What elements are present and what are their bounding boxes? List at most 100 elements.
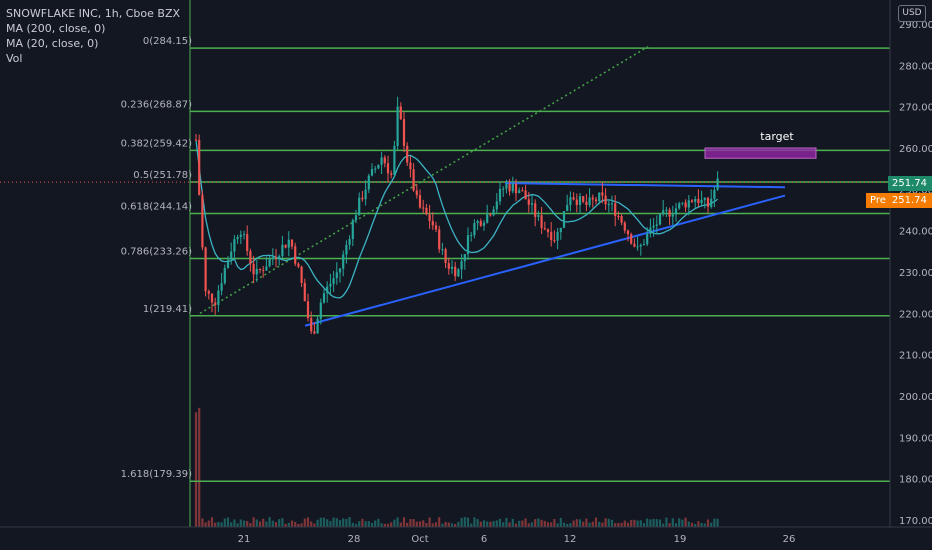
volume-bar — [607, 518, 610, 527]
last-price-label: 251.74 — [888, 176, 932, 191]
candle-body — [390, 173, 393, 175]
volume-bar — [495, 520, 498, 527]
volume-bar — [431, 523, 434, 527]
candle-body — [230, 251, 233, 260]
candle-body — [242, 234, 246, 236]
candle-body — [258, 268, 262, 270]
candle-body — [332, 278, 335, 284]
fib-level-label: 1(219.41) — [143, 304, 192, 315]
support-trendline — [304, 194, 786, 327]
candle-body — [546, 229, 550, 233]
candle-body — [674, 208, 678, 215]
volume-bar — [438, 517, 441, 527]
x-tick-label: 21 — [238, 534, 251, 545]
candle-body — [351, 220, 354, 240]
candle-body — [345, 244, 348, 255]
volume-bar — [303, 518, 306, 527]
volume-bar — [566, 523, 569, 527]
candle-body — [514, 183, 518, 194]
volume-bar — [706, 519, 710, 527]
volume-bar — [214, 522, 217, 527]
volume-bar — [194, 412, 198, 527]
volume-bar — [396, 517, 399, 527]
candle-body — [396, 106, 399, 146]
currency-button[interactable]: USD — [898, 5, 926, 22]
volume-bar — [252, 517, 255, 527]
candle-body — [310, 318, 313, 332]
volume-bar — [361, 518, 364, 527]
target-zone: target — [704, 130, 817, 159]
x-tick-label: 12 — [564, 534, 577, 545]
volume-bar — [489, 521, 492, 527]
volume-bar — [441, 523, 444, 527]
volume-bar — [246, 520, 249, 527]
volume-bar — [508, 522, 511, 527]
candle-body — [428, 214, 431, 222]
candle-body — [649, 227, 652, 234]
volume-bar — [470, 523, 473, 527]
volume-bar — [326, 519, 329, 527]
y-tick-label: 180.00 — [899, 475, 932, 486]
candle-body — [418, 195, 422, 208]
volume-bar — [543, 520, 546, 527]
volume-bar — [348, 517, 351, 527]
candle-body — [236, 236, 239, 240]
volume-bar — [290, 520, 294, 527]
volume-bar — [713, 518, 716, 527]
candle-body — [198, 139, 201, 195]
pre-price: 251.74 — [891, 195, 927, 206]
candle-body — [406, 145, 409, 163]
volume-bar — [415, 521, 418, 527]
candle-body — [502, 188, 505, 190]
volume-bar — [358, 521, 361, 527]
candle-body — [460, 261, 463, 270]
volume-bar — [697, 521, 700, 527]
candle-body — [690, 200, 694, 202]
volume-bar — [502, 522, 505, 527]
volume-bar — [690, 522, 694, 527]
volume-bar — [460, 517, 463, 527]
candle-body — [716, 178, 719, 190]
candle-body — [246, 234, 249, 252]
volume-bar — [556, 523, 559, 527]
candle-body — [287, 239, 290, 248]
volume-bar — [684, 517, 687, 527]
volume-bar — [201, 518, 204, 527]
candle-body — [566, 205, 569, 212]
candle-body — [700, 199, 703, 204]
candle-body — [598, 192, 601, 202]
volume-bar — [562, 522, 566, 527]
volume-bar — [418, 521, 422, 527]
candle-body — [463, 254, 466, 262]
volume-bar — [316, 519, 319, 527]
candle-body — [204, 247, 207, 292]
volume-bar — [540, 519, 543, 527]
y-tick-label: 190.00 — [899, 433, 932, 444]
volume-bar — [374, 520, 377, 527]
volume-bar — [662, 523, 665, 527]
candle-body — [473, 223, 476, 236]
volume-bar — [479, 521, 482, 527]
volume-bar — [351, 522, 354, 527]
candle-body — [313, 331, 316, 334]
target-label: target — [760, 130, 794, 143]
volume-bar — [710, 522, 713, 527]
candle-body — [207, 291, 210, 294]
x-tick-label: Oct — [411, 534, 428, 545]
candle-body — [399, 106, 402, 120]
volume-bar — [473, 517, 476, 527]
volume-bar — [390, 522, 393, 527]
volume-bar — [425, 523, 428, 527]
volume-bar — [338, 520, 342, 527]
candle-body — [265, 266, 268, 271]
candle-body — [367, 175, 370, 190]
candle-body — [658, 213, 662, 225]
volume-bar — [294, 521, 297, 527]
candle-body — [454, 266, 457, 277]
y-tick-label: 260.00 — [899, 144, 932, 155]
candle-body — [380, 157, 383, 165]
candle-body — [604, 195, 607, 205]
volume-bar — [514, 523, 518, 527]
volume-bar — [409, 519, 412, 527]
